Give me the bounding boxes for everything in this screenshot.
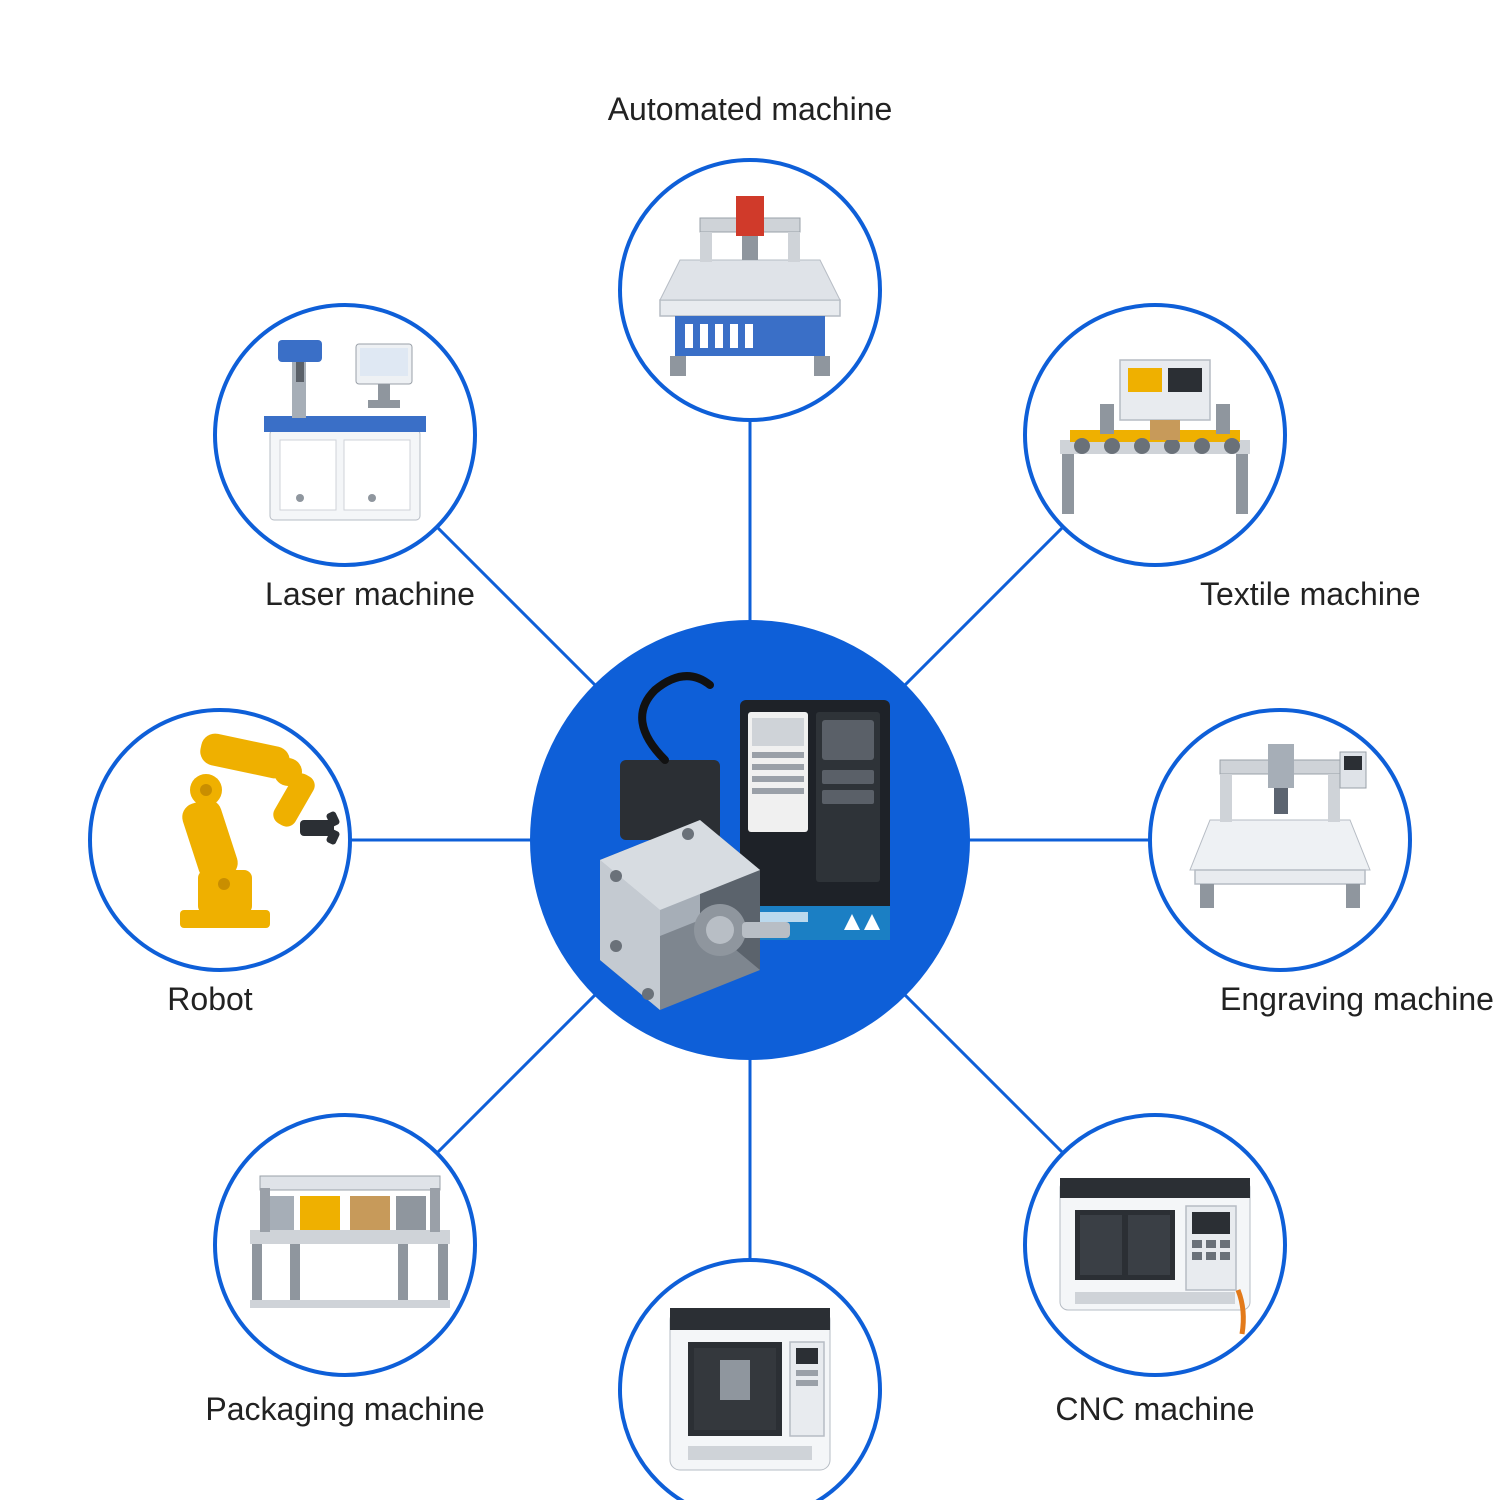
node-cnc: CNC machine (1025, 1115, 1285, 1427)
label-laser: Laser machine (265, 576, 475, 612)
node-laser: Laser machine (215, 305, 475, 612)
label-engraving: Engraving machine (1220, 981, 1494, 1017)
center-hub (530, 620, 970, 1060)
label-packaging: Packaging machine (205, 1391, 484, 1427)
node-packaging: Packaging machine (205, 1115, 484, 1427)
label-textile: Textile machine (1200, 576, 1421, 612)
node-automated: Automated machine (608, 91, 893, 420)
radial-diagram: Automated machine Textile machine (0, 0, 1500, 1500)
node-textile: Textile machine (1025, 305, 1421, 612)
node-3d-printer: 3D printer (620, 1260, 880, 1500)
label-cnc: CNC machine (1055, 1391, 1254, 1427)
3d-printer-icon (670, 1308, 830, 1470)
label-robot: Robot (167, 981, 253, 1017)
label-automated: Automated machine (608, 91, 893, 127)
node-engraving: Engraving machine (1150, 710, 1494, 1017)
node-robot: Robot (90, 710, 350, 1017)
